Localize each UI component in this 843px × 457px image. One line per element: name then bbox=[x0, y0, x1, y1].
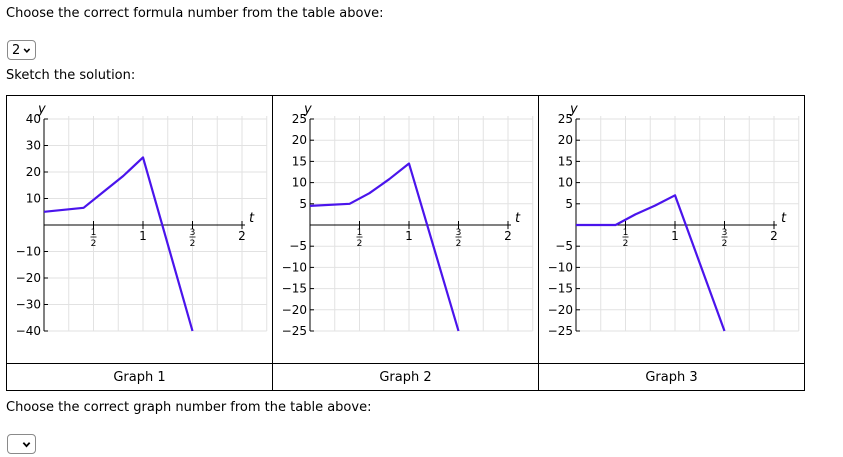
y-tick-label: −15 bbox=[548, 282, 573, 296]
y-tick-label: −20 bbox=[16, 271, 41, 285]
y-tick-label: −15 bbox=[282, 282, 307, 296]
x-tick-label: 1 bbox=[671, 229, 679, 243]
x-tick-label-numerator: 1 bbox=[91, 228, 97, 238]
x-tick-label-denominator: 2 bbox=[722, 239, 728, 249]
y-tick-label: −5 bbox=[555, 239, 573, 253]
chevron-down-icon bbox=[23, 47, 31, 53]
x-tick-label-denominator: 2 bbox=[623, 239, 629, 249]
formula-prompt: Choose the correct formula number from t… bbox=[6, 6, 384, 21]
y-tick-label: 10 bbox=[26, 192, 41, 206]
x-tick-label-denominator: 2 bbox=[190, 239, 196, 249]
x-tick-label-denominator: 2 bbox=[91, 239, 97, 249]
solution-curve bbox=[43, 156, 194, 332]
y-tick-label: 10 bbox=[292, 176, 307, 190]
graph-cell-2: y t 25 20 15 10 5 −5 −10 −15 −20 −25 1 2 1 3 2 2 bbox=[272, 95, 539, 364]
x-tick-label: 2 bbox=[504, 229, 512, 243]
formula-select[interactable]: 2 bbox=[7, 40, 36, 60]
y-axis-label: y bbox=[569, 102, 578, 117]
y-axis-label: y bbox=[37, 102, 46, 117]
y-tick-label: −25 bbox=[548, 324, 573, 338]
sketch-prompt: Sketch the solution: bbox=[6, 68, 136, 83]
x-tick-label: 1 bbox=[405, 229, 413, 243]
y-tick-label: 40 bbox=[26, 112, 41, 126]
y-tick-label: −30 bbox=[16, 298, 41, 312]
graph-2-label: Graph 2 bbox=[272, 363, 539, 391]
y-tick-label: 25 bbox=[558, 112, 573, 126]
y-tick-label: −40 bbox=[16, 324, 41, 338]
y-axis-label: y bbox=[303, 102, 312, 117]
graph-prompt: Choose the correct graph number from the… bbox=[6, 400, 372, 415]
y-tick-label: 10 bbox=[558, 176, 573, 190]
y-tick-label: −10 bbox=[282, 260, 307, 274]
x-tick-label-denominator: 2 bbox=[456, 239, 462, 249]
y-tick-label: 5 bbox=[299, 197, 307, 211]
x-tick-label: 1 bbox=[139, 229, 147, 243]
x-tick-label: 2 bbox=[770, 229, 778, 243]
chevron-down-icon bbox=[22, 441, 31, 447]
x-tick-label: 2 bbox=[238, 229, 246, 243]
x-axis-label: t bbox=[781, 211, 787, 226]
y-tick-label: 20 bbox=[292, 133, 307, 147]
x-axis-label: t bbox=[515, 211, 521, 226]
graph-table: y t 40 30 20 10 −10 −20 −30 −40 1 2 1 3 2 2 y t 25 20 15 10 5… bbox=[6, 95, 805, 391]
x-tick-label-numerator: 1 bbox=[357, 228, 363, 238]
x-tick-label-denominator: 2 bbox=[357, 239, 363, 249]
graph-cell-3: y t 25 20 15 10 5 −5 −10 −15 −20 −25 1 2 1 3 2 2 bbox=[538, 95, 805, 364]
x-tick-label-numerator: 3 bbox=[190, 228, 196, 238]
graph-1-label: Graph 1 bbox=[6, 363, 273, 391]
x-tick-label-numerator: 3 bbox=[456, 228, 462, 238]
y-tick-label: −20 bbox=[548, 303, 573, 317]
y-tick-label: 20 bbox=[558, 133, 573, 147]
y-tick-label: 30 bbox=[26, 139, 41, 153]
solution-curve bbox=[576, 194, 726, 332]
y-tick-label: 5 bbox=[565, 197, 573, 211]
x-tick-label-numerator: 1 bbox=[623, 228, 629, 238]
y-tick-label: −10 bbox=[16, 245, 41, 259]
graph-cell-1: y t 40 30 20 10 −10 −20 −30 −40 1 2 1 3 2 2 bbox=[6, 95, 273, 364]
formula-select-value: 2 bbox=[12, 42, 21, 58]
graph-select[interactable] bbox=[7, 434, 36, 454]
graph-3-label: Graph 3 bbox=[538, 363, 805, 391]
y-tick-label: 15 bbox=[292, 154, 307, 168]
x-axis-label: t bbox=[249, 211, 255, 226]
y-tick-label: 20 bbox=[26, 165, 41, 179]
y-tick-label: −5 bbox=[289, 239, 307, 253]
x-tick-label-numerator: 3 bbox=[722, 228, 728, 238]
y-tick-label: 15 bbox=[558, 154, 573, 168]
solution-curve bbox=[309, 162, 460, 332]
y-tick-label: −10 bbox=[548, 260, 573, 274]
y-tick-label: −25 bbox=[282, 324, 307, 338]
y-tick-label: 25 bbox=[292, 112, 307, 126]
y-tick-label: −20 bbox=[282, 303, 307, 317]
